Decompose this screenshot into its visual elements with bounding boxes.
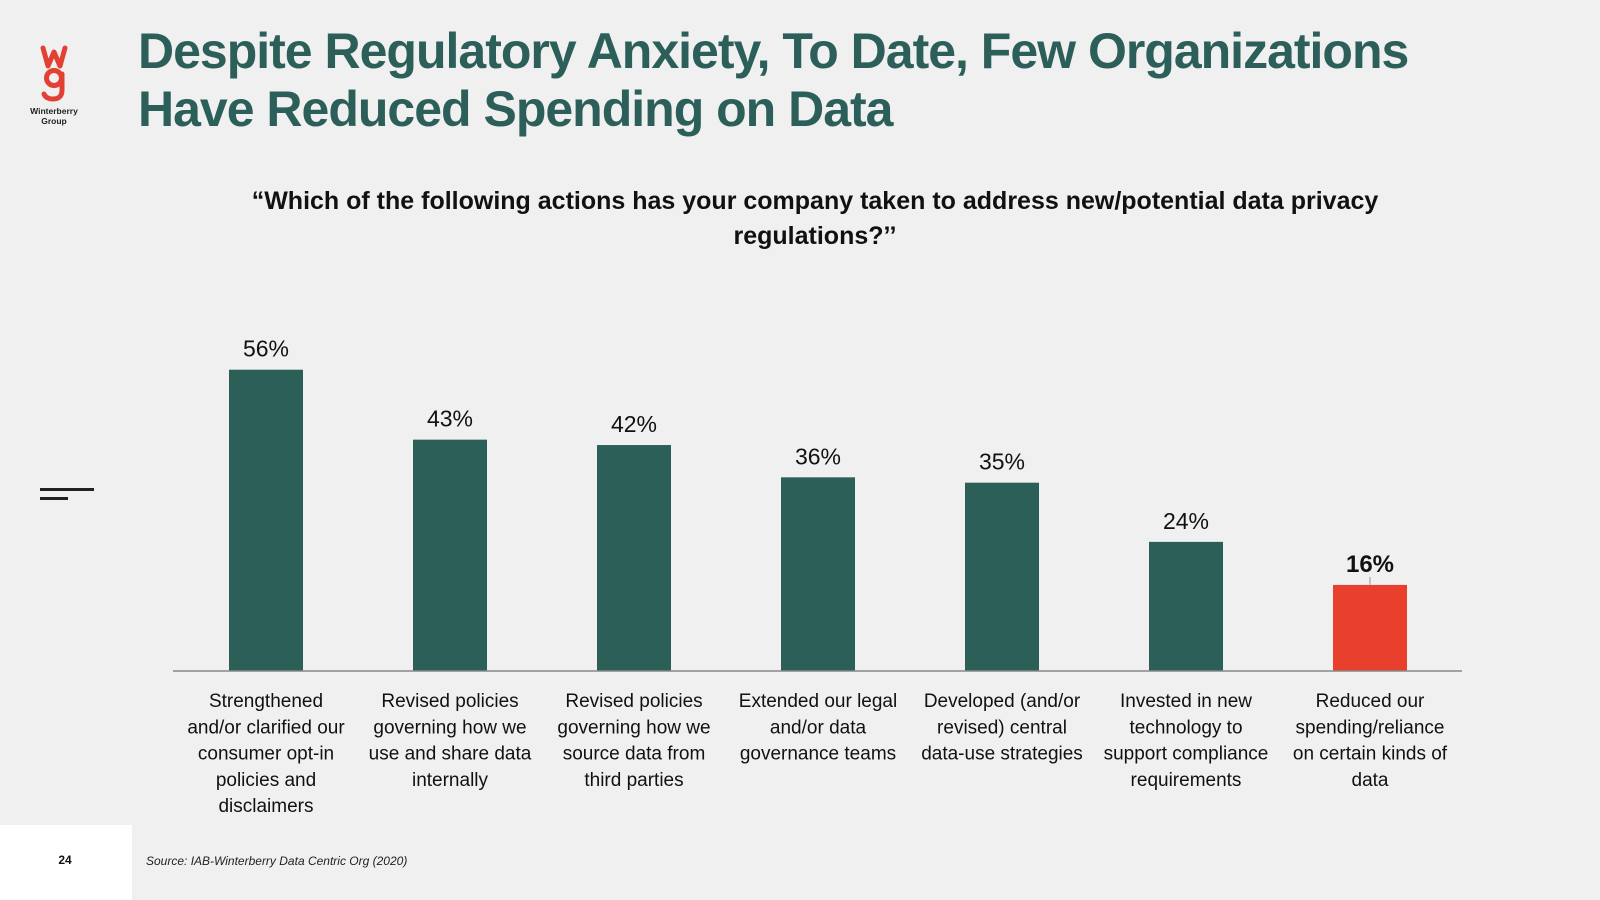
data-label-2: 43% bbox=[427, 406, 473, 432]
category-label-line: internally bbox=[412, 770, 489, 791]
category-label-7: Reduced our spending/reliance on certain k… bbox=[1293, 691, 1448, 791]
category-label-line: Revised policies bbox=[381, 691, 518, 712]
category-label-6: Invested in new technology to support comp… bbox=[1104, 691, 1269, 791]
category-label-line: disclaimers bbox=[218, 796, 313, 817]
page-number-box bbox=[0, 825, 132, 900]
category-label-2: Revised policies governing how we use and … bbox=[369, 691, 532, 791]
category-label-line: governing how we bbox=[373, 717, 526, 738]
bar-7 bbox=[1333, 584, 1407, 671]
category-label-line: policies and bbox=[216, 770, 316, 791]
logo-text: Winterberry Group bbox=[30, 106, 78, 126]
category-label-line: governing how we bbox=[557, 717, 710, 738]
category-label-line: Developed (and/or bbox=[924, 691, 1081, 712]
bar-1 bbox=[229, 369, 303, 671]
category-label-line: technology to bbox=[1129, 717, 1242, 738]
brand-logo: Winterberry Group bbox=[22, 44, 86, 126]
category-label-line: Revised policies bbox=[565, 691, 702, 712]
category-label-line: and/or clarified our bbox=[187, 717, 345, 738]
winterberry-logo-icon bbox=[40, 45, 68, 102]
bar-6 bbox=[1149, 541, 1223, 671]
chart-question: “Which of the following actions has your… bbox=[251, 187, 1379, 250]
category-label-line: Extended our legal bbox=[739, 691, 897, 712]
category-label-line: use and share data bbox=[369, 744, 532, 765]
category-label-line: Invested in new bbox=[1120, 691, 1252, 712]
source-note: Source: IAB-Winterberry Data Centric Org… bbox=[146, 854, 408, 868]
bar-3 bbox=[597, 445, 671, 671]
category-label-line: third parties bbox=[584, 770, 683, 791]
bar-4 bbox=[781, 477, 855, 671]
category-label-line: spending/reliance bbox=[1296, 717, 1445, 738]
category-label-line: revised) central bbox=[937, 717, 1067, 738]
category-label-line: Reduced our bbox=[1316, 691, 1425, 712]
category-label-line: source data from bbox=[563, 744, 706, 765]
category-label-line: consumer opt-in bbox=[198, 744, 334, 765]
page-number: 24 bbox=[58, 853, 72, 867]
category-label-line: and/or data bbox=[770, 717, 867, 738]
title-line-2: Have Reduced Spending on Data bbox=[138, 81, 893, 137]
category-label-line: governance teams bbox=[740, 744, 896, 765]
data-label-5: 35% bbox=[979, 449, 1025, 475]
data-label-6: 24% bbox=[1163, 508, 1209, 534]
category-label-4: Extended our legal and/or data governance … bbox=[739, 691, 897, 765]
data-label-3: 42% bbox=[611, 411, 657, 437]
data-label-4: 36% bbox=[795, 443, 841, 469]
bar-5 bbox=[965, 482, 1039, 671]
data-label-1: 56% bbox=[243, 336, 289, 362]
category-label-line: on certain kinds of bbox=[1293, 744, 1448, 765]
decorative-line-short bbox=[40, 497, 68, 500]
category-label-line: Strengthened bbox=[209, 691, 323, 712]
title-line-1: Despite Regulatory Anxiety, To Date, Few… bbox=[138, 23, 1409, 79]
data-label-7: 16% bbox=[1346, 551, 1394, 578]
page-title: Despite Regulatory Anxiety, To Date, Few… bbox=[138, 22, 1578, 138]
decorative-lines bbox=[40, 488, 94, 506]
category-label-line: support compliance bbox=[1104, 744, 1269, 765]
category-label-3: Revised policies governing how we source d… bbox=[557, 691, 710, 791]
decorative-line-long bbox=[40, 488, 94, 491]
category-label-1: Strengthened and/or clarified our consumer… bbox=[187, 691, 345, 817]
category-label-line: data bbox=[1352, 770, 1389, 791]
category-label-line: data-use strategies bbox=[921, 744, 1083, 765]
category-label-5: Developed (and/or revised) central data-us… bbox=[921, 691, 1083, 765]
bar-2 bbox=[413, 439, 487, 671]
category-label-line: requirements bbox=[1131, 770, 1242, 791]
